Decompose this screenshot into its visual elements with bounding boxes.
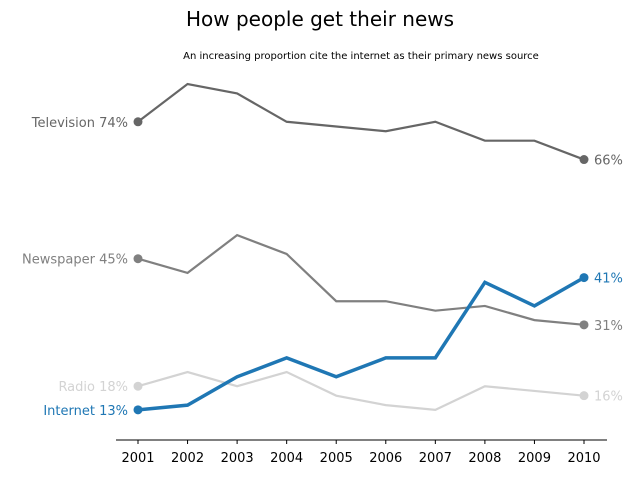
x-tick-label: 2007 xyxy=(419,451,452,466)
x-tick-label: 2010 xyxy=(567,451,600,466)
series-layer: Television 74% 66% Newspaper 45% 31% Radio 1… xyxy=(22,82,623,419)
x-tick-label: 2004 xyxy=(270,451,303,466)
x-tick-label: 2002 xyxy=(171,451,204,466)
series-line-newspaper xyxy=(137,233,585,326)
series-start-label-internet: Internet 13% xyxy=(43,404,128,419)
x-tick-label: 2009 xyxy=(518,451,551,466)
series-start-label-newspaper: Newspaper 45% xyxy=(22,253,128,268)
end-point-internet xyxy=(579,273,589,283)
series-radio: Radio 18% 16% xyxy=(58,370,623,411)
chart-subtitle: An increasing proportion cite the intern… xyxy=(183,51,539,62)
chart-title: How people get their news xyxy=(186,7,454,31)
x-tick-label: 2001 xyxy=(121,451,154,466)
start-point-television xyxy=(133,117,143,127)
x-axis-ticks: 2001 2002 2003 2004 2005 2006 2007 2008 2009 2010 xyxy=(121,440,601,466)
series-end-label-television: 66% xyxy=(594,154,623,169)
end-point-television xyxy=(579,155,589,165)
series-start-label-radio: Radio 18% xyxy=(58,380,128,395)
start-point-radio xyxy=(133,381,143,391)
series-start-label-television: Television 74% xyxy=(31,116,128,131)
start-point-internet xyxy=(133,405,143,415)
series-end-label-radio: 16% xyxy=(594,390,623,405)
series-line-television xyxy=(137,82,585,161)
series-newspaper: Newspaper 45% 31% xyxy=(22,233,623,334)
end-point-newspaper xyxy=(579,320,589,330)
series-line-radio xyxy=(137,370,585,411)
x-tick-label: 2006 xyxy=(369,451,402,466)
series-television: Television 74% 66% xyxy=(31,82,623,169)
series-end-label-internet: 41% xyxy=(594,272,623,287)
x-tick-label: 2005 xyxy=(320,451,353,466)
series-internet: Internet 13% 41% xyxy=(43,272,623,419)
start-point-newspaper xyxy=(133,254,143,264)
x-tick-label: 2008 xyxy=(468,451,501,466)
x-tick-label: 2003 xyxy=(221,451,254,466)
series-end-label-newspaper: 31% xyxy=(594,319,623,334)
end-point-radio xyxy=(579,391,589,401)
series-line-internet xyxy=(137,276,585,412)
